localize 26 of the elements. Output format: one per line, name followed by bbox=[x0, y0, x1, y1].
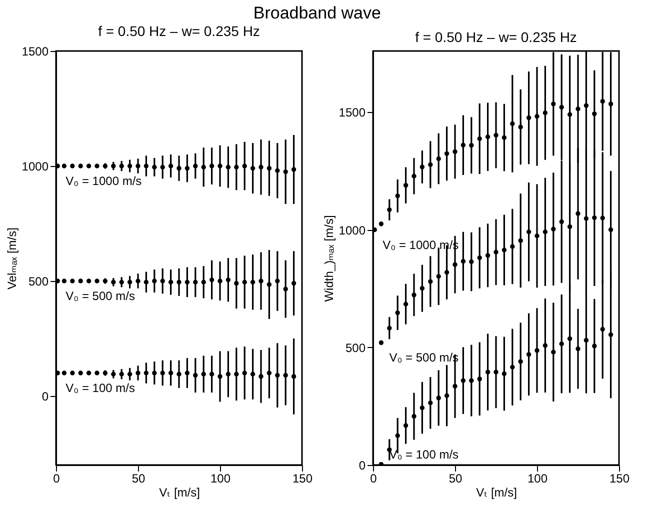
y-tick-label: 0 bbox=[42, 390, 49, 404]
x-axis-title: Vₜ [m/s] bbox=[159, 486, 200, 500]
x-axis-title: Vₜ [m/s] bbox=[476, 486, 517, 500]
chart-subtitle: f = 0.50 Hz – w= 0.235 Hz bbox=[415, 29, 577, 45]
x-tick-label: 0 bbox=[53, 472, 60, 486]
y-axis-title: Velₘₐₓ [m/s] bbox=[4, 228, 19, 290]
series-label: V₀ = 500 m/s bbox=[66, 289, 135, 303]
series-label: V₀ = 100 m/s bbox=[66, 381, 135, 395]
y-tick-label: 1500 bbox=[22, 44, 49, 58]
y-tick-label: 500 bbox=[28, 274, 49, 288]
x-tick-label: 150 bbox=[292, 472, 313, 486]
chart-title: Broadband wave bbox=[253, 3, 381, 22]
x-tick-label: 50 bbox=[132, 472, 146, 486]
x-tick-label: 50 bbox=[448, 472, 462, 486]
y-tick-label: 0 bbox=[358, 458, 366, 472]
y-tick-label: 500 bbox=[345, 340, 366, 355]
x-tick-label: 100 bbox=[527, 472, 548, 486]
series-label: V₀ = 1000 m/s bbox=[66, 174, 142, 188]
y-tick-label: 1500 bbox=[338, 106, 366, 120]
x-tick-label: 0 bbox=[370, 472, 378, 486]
chart-subtitle: f = 0.50 Hz – w= 0.235 Hz bbox=[98, 23, 260, 39]
y-tick-label: 1000 bbox=[22, 160, 49, 174]
y-tick-label: 1000 bbox=[338, 223, 366, 238]
y-axis-title: Width_)ₘₐₓ [m/s] bbox=[322, 215, 336, 302]
x-tick-label: 100 bbox=[210, 472, 231, 486]
x-tick-label: 150 bbox=[609, 472, 630, 486]
